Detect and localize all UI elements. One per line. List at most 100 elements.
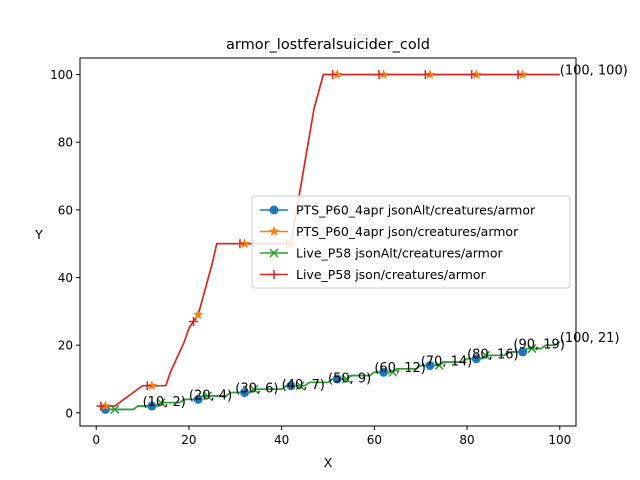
x-tick-label: 100 bbox=[548, 433, 571, 447]
legend-entry-label: PTS_P60_4apr jsonAlt/creatures/armor bbox=[296, 203, 536, 218]
y-tick-label: 40 bbox=[58, 271, 73, 285]
y-tick-label: 60 bbox=[58, 203, 73, 217]
data-point bbox=[434, 360, 444, 370]
data-point bbox=[471, 69, 482, 80]
data-point bbox=[193, 394, 203, 404]
data-annotation: (50, 9) bbox=[328, 371, 371, 386]
data-point bbox=[517, 69, 528, 80]
marker-star bbox=[192, 309, 204, 320]
data-point bbox=[420, 70, 430, 80]
marker-circle bbox=[379, 367, 389, 377]
data-point bbox=[239, 238, 250, 249]
marker-circle bbox=[193, 394, 203, 404]
marker-x-stroke bbox=[269, 248, 279, 258]
data-annotation: (100, 100) bbox=[560, 64, 628, 79]
data-point bbox=[240, 388, 250, 398]
data-point bbox=[527, 344, 537, 354]
x-tick-label: 80 bbox=[459, 433, 474, 447]
y-tick-label: 100 bbox=[50, 68, 73, 82]
data-point bbox=[332, 374, 342, 384]
legend: PTS_P60_4apr jsonAlt/creatures/armor PTS_… bbox=[251, 195, 571, 289]
marker-star bbox=[424, 69, 436, 80]
marker-x-stroke bbox=[481, 350, 491, 360]
data-point bbox=[424, 69, 436, 80]
legend-marker bbox=[269, 205, 279, 215]
data-point bbox=[110, 404, 120, 414]
marker-circle bbox=[518, 347, 528, 357]
legend-entry-label: Live_P58 jsonAlt/creatures/armor bbox=[296, 246, 503, 261]
marker-x-stroke bbox=[202, 391, 213, 401]
legend-marker bbox=[269, 248, 279, 258]
x-tick-label: 20 bbox=[181, 433, 196, 447]
axes-frame bbox=[79, 57, 577, 427]
marker-x-stroke bbox=[156, 398, 166, 408]
data-point bbox=[249, 384, 259, 394]
data-point bbox=[388, 367, 398, 377]
data-point bbox=[471, 354, 481, 364]
y-tick-label: 0 bbox=[65, 406, 73, 420]
plot-area: 0 20 40 60 80 100 0 20 40 60 80 100 (10, 2) (20, 4) (3… bbox=[50, 57, 628, 447]
legend-box bbox=[251, 195, 571, 289]
marker-star bbox=[146, 380, 158, 391]
legend-entry-label: PTS_P60_4apr json/creatures/armor bbox=[296, 224, 519, 239]
data-annotation: (60, 12) bbox=[374, 361, 426, 376]
data-annotation: (80, 16) bbox=[467, 348, 519, 363]
data-point bbox=[481, 350, 491, 360]
marker-circle bbox=[332, 374, 342, 384]
marker-circle bbox=[147, 401, 157, 411]
data-point bbox=[142, 381, 152, 391]
x-tick-label: 0 bbox=[92, 433, 100, 447]
marker-circle bbox=[240, 388, 250, 398]
marker-star bbox=[239, 238, 250, 249]
y-tick-label: 80 bbox=[58, 136, 73, 150]
data-point bbox=[286, 381, 296, 391]
data-annotation: (70, 14) bbox=[421, 354, 473, 369]
data-point bbox=[146, 380, 158, 391]
data-point bbox=[235, 239, 245, 249]
marker-circle bbox=[286, 381, 296, 391]
marker-circle bbox=[269, 205, 279, 215]
x-axis-label: X bbox=[324, 455, 333, 470]
marker-star bbox=[100, 400, 111, 411]
marker-x-stroke bbox=[434, 360, 444, 370]
data-annotation: (10, 2) bbox=[143, 395, 186, 410]
legend-entry-label: Live_P58 json/creatures/armor bbox=[296, 267, 487, 282]
data-point bbox=[342, 374, 352, 384]
data-annotation: (20, 4) bbox=[189, 388, 232, 403]
data-point bbox=[379, 367, 389, 377]
y-axis-label: Y bbox=[34, 227, 43, 242]
data-point bbox=[147, 401, 157, 411]
marker-star bbox=[517, 69, 528, 80]
data-annotation: (100, 21) bbox=[560, 331, 620, 346]
data-point bbox=[378, 69, 389, 80]
legend-marker bbox=[268, 226, 280, 236]
data-point bbox=[328, 70, 338, 80]
marker-circle bbox=[425, 360, 435, 370]
marker-x-stroke bbox=[295, 381, 305, 391]
data-annotation: (30, 6) bbox=[235, 382, 278, 397]
marker-star bbox=[332, 69, 343, 80]
marker-x-stroke bbox=[110, 404, 120, 414]
data-point bbox=[192, 309, 204, 320]
data-point bbox=[96, 401, 106, 411]
data-point bbox=[513, 70, 523, 80]
marker-star bbox=[471, 69, 482, 80]
legend-marker bbox=[269, 270, 279, 279]
data-annotation: (90, 19) bbox=[513, 338, 565, 353]
data-point bbox=[100, 400, 111, 411]
data-point bbox=[189, 316, 199, 326]
data-point bbox=[374, 70, 384, 80]
marker-x-stroke bbox=[527, 344, 537, 354]
marker-x-stroke bbox=[249, 384, 259, 394]
data-point bbox=[202, 391, 213, 401]
data-point bbox=[467, 70, 477, 80]
data-point bbox=[156, 398, 166, 408]
x-tick-label: 40 bbox=[274, 433, 289, 447]
data-point bbox=[425, 360, 435, 370]
marker-circle bbox=[471, 354, 481, 364]
marker-x-stroke bbox=[342, 374, 352, 384]
data-point bbox=[518, 347, 528, 357]
x-tick-label: 60 bbox=[367, 433, 382, 447]
data-annotation: (40, 7) bbox=[282, 378, 325, 393]
